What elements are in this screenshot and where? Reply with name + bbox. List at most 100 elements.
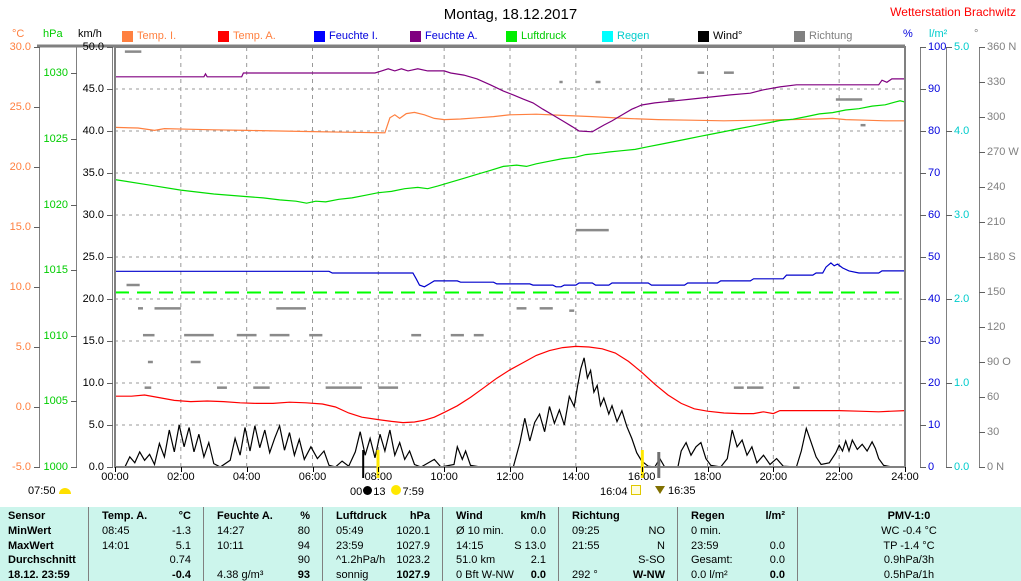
tick-label-kmh: 40.0 [82,125,104,137]
axis-tick [107,299,113,300]
axis-line-tempC [39,47,40,468]
tick-label-deg: 60 [987,391,1000,403]
axis-tick [107,257,113,258]
x-tick [642,467,643,472]
x-tick [905,467,906,472]
axis-tick [107,173,113,174]
table-separator [442,507,443,581]
tick-label-pct: 80 [928,125,941,137]
sun-rise-icon [58,488,71,494]
x-tick-label: 22:00 [825,471,853,483]
tick-label-kmh: 20.0 [82,293,104,305]
table-cell: 14:01 [102,539,130,552]
axis-tick [946,383,952,384]
table-col-unit: hPa [409,510,430,522]
axis-tick [946,299,952,300]
x-tick-label: 16:00 [627,471,656,483]
axis-tick [979,327,985,328]
tick-label-tempC: 30.0 [9,41,31,53]
table-cell: 0 Bft W-NW [456,569,514,581]
tick-label-kmh: 50.0 [82,41,104,53]
tick-label-kmh: 0.0 [88,461,104,473]
tick-label-hPa: 1020 [43,199,68,211]
tick-label-deg: 330 [987,76,1006,88]
tick-label-pct: 100 [928,41,947,53]
tick-label-deg: 150 [987,286,1006,298]
tick-label-deg: 90 O [987,356,1011,368]
x-tick-label: 18:00 [693,471,722,483]
table-cell: 0.5hPa/1h [883,569,935,581]
table-cell: 1027.9 [396,569,430,581]
tick-label-pct: 60 [928,209,941,221]
legend-label: Wind° [713,30,743,42]
table-cell: 23:59 [691,539,719,552]
x-tick-label: 12:00 [496,471,524,483]
new-moon-icon [363,486,373,495]
page-title: Montag, 18.12.2017 [443,6,578,23]
legend-swatch-icon [122,30,133,42]
tick-label-pct: 10 [928,419,941,431]
table-cell: 94 [297,539,310,552]
axis-tick [920,341,926,342]
legend-swatch-icon [794,30,805,42]
dawn-time: 07:50 [28,485,71,497]
table-col-header: Wind [456,510,483,522]
tick-label-tempC: 0.0 [15,401,31,413]
axis-tick [920,47,926,48]
table-cell: 0.0 l/m² [691,569,728,581]
table-cell: N [657,539,665,552]
tick-label-tempC: 15.0 [9,221,31,233]
table-cell: 0.9hPa/3h [883,554,935,567]
legend-swatch-icon [506,30,517,42]
axis-tick [979,362,985,363]
tick-label-pct: 20 [928,377,941,389]
tick-label-tempC: 20.0 [9,161,31,173]
axis-tick [979,292,985,293]
tick-label-deg: 0 N [987,461,1005,473]
table-cell: 14:15 [456,539,484,552]
axis-tick [71,401,77,402]
x-tick [576,467,577,472]
tick-label-deg: 180 S [987,251,1016,263]
x-tick [247,467,248,472]
tick-label-deg: 300 [987,111,1006,123]
x-tick [510,467,511,472]
table-separator [88,507,89,581]
table-cell: 1023.2 [396,554,430,567]
table-cell: 2.1 [530,554,546,567]
x-tick-label: 04:00 [232,471,261,483]
legend-label: Temp. A. [233,30,276,42]
axis-tick [979,82,985,83]
x-tick [444,467,445,472]
legend-swatch-icon [698,30,709,42]
axis-tick [946,467,952,468]
tick-label-lm2: 4.0 [954,125,970,137]
table-cell: 09:25 [572,524,600,537]
table-cell: ^1.2hPa/h [336,554,386,567]
axis-unit-pct: % [903,28,913,40]
table-separator [677,507,678,581]
table-row-label: Sensor [8,510,46,522]
series-wind- [115,357,905,468]
axis-line-hPa [76,47,77,468]
axis-tick [979,257,985,258]
table-cell: 292 ° [572,569,598,581]
table-col-header: PMV-1:0 [887,510,931,522]
axis-tick [946,215,952,216]
legend-label: Regen [617,30,650,42]
table-col-header: Luftdruck [336,510,387,522]
axis-tick [107,131,113,132]
tick-label-pct: 50 [928,251,941,263]
table-cell: W-NW [632,569,665,581]
tick-label-lm2: 3.0 [954,209,970,221]
table-cell: 4.38 g/m³ [217,569,264,581]
table-cell: 0.0 [530,524,546,537]
axis-tick [71,270,77,271]
tick-label-deg: 240 [987,181,1006,193]
summary-table: Sensor MinWert MaxWert Durchschnitt 18.12. 2… [0,507,1021,581]
tick-label-kmh: 15.0 [82,335,104,347]
x-tick [313,467,314,472]
axis-tick [34,347,40,348]
table-col-unit: % [300,510,310,522]
table-separator [322,507,323,581]
